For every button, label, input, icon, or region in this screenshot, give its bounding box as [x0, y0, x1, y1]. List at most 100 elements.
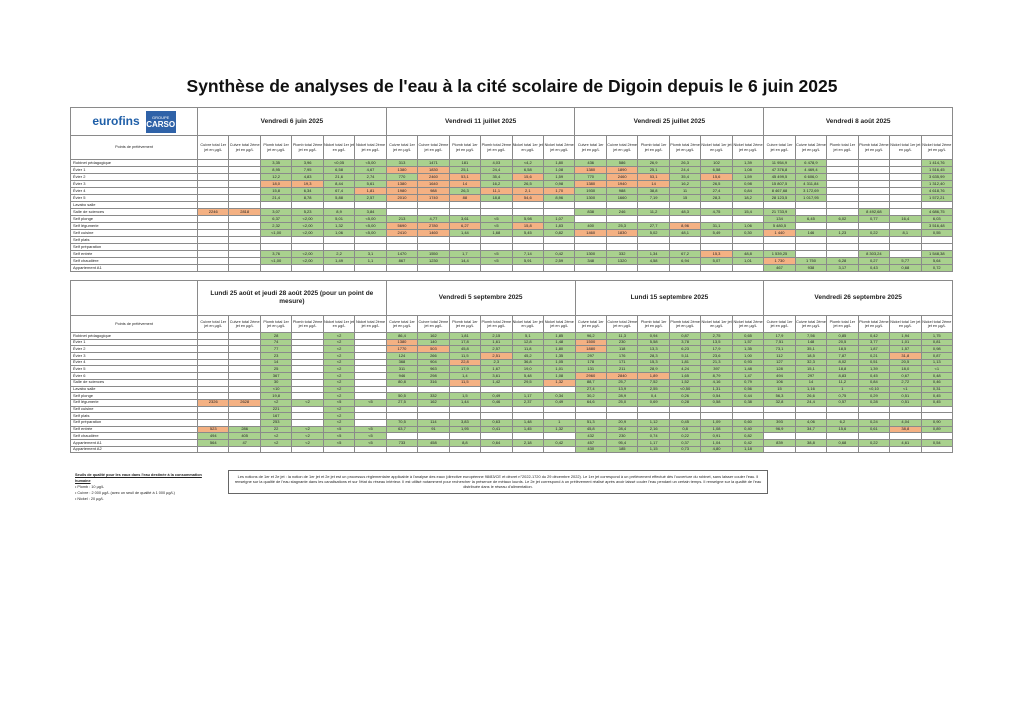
cell: 4,75 — [700, 208, 733, 216]
cell: 1,32 — [322, 222, 356, 230]
cell: 0,28 — [668, 398, 702, 407]
cell: 432 — [574, 432, 607, 440]
cell — [228, 378, 261, 387]
cell: 2780 — [417, 222, 450, 230]
cell: <5 — [322, 432, 356, 440]
cell: 11,5 — [448, 352, 482, 360]
cell: 1890 — [605, 166, 639, 174]
table-bottom: Lundi 25 août et jeudi 28 août 2025 (pou… — [70, 280, 954, 454]
cell — [448, 243, 482, 251]
cell: 1 — [826, 385, 859, 394]
cell: 1300 — [574, 194, 607, 202]
cell — [354, 418, 387, 427]
cell: 0,51 — [857, 358, 891, 367]
title: Synthèse de analyses de l'eau à la cité … — [186, 76, 838, 96]
cell — [889, 445, 922, 454]
data-row: Self plats — [70, 236, 954, 244]
cell — [543, 208, 576, 216]
cell: 0,56 — [731, 385, 765, 394]
cell: 38,8 — [794, 439, 828, 447]
cell: 467 — [763, 264, 796, 272]
cell: 35,1 — [794, 345, 828, 354]
threshold: • Plomb : 10 µg/L — [75, 485, 105, 489]
cell: 1,48 — [731, 365, 765, 374]
cell — [637, 201, 670, 209]
cell — [605, 243, 639, 251]
column-header: Nickel total 2ème jet en µg/L — [354, 315, 387, 333]
cell: 1 516,45 — [920, 166, 954, 174]
cell: 963 — [417, 365, 450, 374]
cell — [228, 222, 261, 230]
thresholds: Seuils de qualité pour les eaux dans l'e… — [75, 472, 205, 502]
column-header: Cuivre total 2ème jet en µg/L — [794, 135, 828, 160]
cell — [889, 166, 922, 174]
data-row: Évier 6 367 <2 946 298 1,4 3,61 5,48 1,08 2960 284… — [70, 372, 954, 380]
cell: 1,00 — [731, 352, 765, 360]
cell — [480, 236, 513, 244]
cell: 3,61 — [448, 215, 482, 223]
cell: 1 017,95 — [794, 194, 828, 202]
row-label: Évier 3 — [70, 180, 198, 188]
column-header: Nickel total 1er jet en µg/L — [889, 315, 922, 333]
row-label: Robinet pédagogique — [70, 159, 198, 167]
cell — [574, 236, 607, 244]
cell: 1,23 — [826, 229, 859, 237]
corner-cell — [70, 280, 198, 316]
cell: 1,61 — [480, 338, 513, 347]
cell — [826, 159, 859, 167]
cell — [385, 412, 419, 420]
row-label: Self préparation — [70, 243, 198, 251]
cell: 733 — [385, 439, 419, 447]
cell — [322, 243, 356, 251]
cell: 51,3 — [574, 418, 607, 427]
data-row: Évier 1 74 <2 1380 140 17,8 1,61 12,8 1,48 1500 23… — [70, 338, 954, 347]
column-header: Cuivre total 1er jet en µg/L — [385, 135, 419, 160]
cell — [228, 332, 261, 340]
cell — [228, 372, 261, 380]
row-label: Évier 6 — [70, 372, 198, 380]
cell: 0,94 — [637, 332, 670, 340]
data-row: Évier 5 25 <2 311 963 17,9 1,67 19,0 1,01 131 211 2… — [70, 365, 954, 374]
cell: 1,85 — [543, 332, 576, 340]
cell — [259, 445, 293, 454]
cell: 1740 — [417, 194, 450, 202]
cell: 11,3 — [605, 332, 639, 340]
cell: 1 572,21 — [920, 194, 954, 202]
cell: 1,65 — [668, 372, 702, 380]
cell: 6 606,0 — [794, 173, 828, 181]
cell — [417, 243, 450, 251]
cell: 0,43 — [857, 264, 891, 272]
cell: 4,24 — [668, 365, 702, 374]
row-label: Self cuisine — [70, 405, 198, 414]
column-header: Plomb total 2ème jet en µg/L — [291, 135, 324, 160]
cell: 1940 — [605, 180, 639, 188]
cell: 95,4 — [605, 439, 639, 447]
cell: <1,00 — [259, 229, 293, 237]
cell — [291, 201, 324, 209]
cell — [228, 194, 261, 202]
row-label: Robinet pédagogique — [70, 332, 198, 340]
cell: 3,07 — [259, 208, 293, 216]
cell: 0,24 — [857, 418, 891, 427]
cell: 6,34 — [291, 187, 324, 195]
cell — [228, 412, 261, 420]
thresholds-title: Seuils de qualité pour les eaux dans l'e… — [75, 473, 202, 483]
column-header: Nickel total 1er jet en µg/L — [889, 135, 922, 160]
cell: <0,50 — [668, 385, 702, 394]
cell: 0,46 — [480, 398, 513, 407]
cell — [700, 201, 733, 209]
cell — [448, 201, 482, 209]
cell: 0,22 — [857, 229, 891, 237]
cell — [826, 243, 859, 251]
cell — [291, 345, 324, 354]
cell — [794, 412, 828, 420]
cell: 0,74 — [637, 432, 670, 440]
cell: 21,6 — [322, 173, 356, 181]
cell: 0,75 — [826, 392, 859, 400]
cell — [763, 201, 796, 209]
cell: 21,4 — [259, 194, 293, 202]
cell: 15,6 — [826, 425, 859, 434]
cell: 0,28 — [857, 398, 891, 407]
cell — [763, 405, 796, 414]
cell: 88 — [448, 194, 482, 202]
